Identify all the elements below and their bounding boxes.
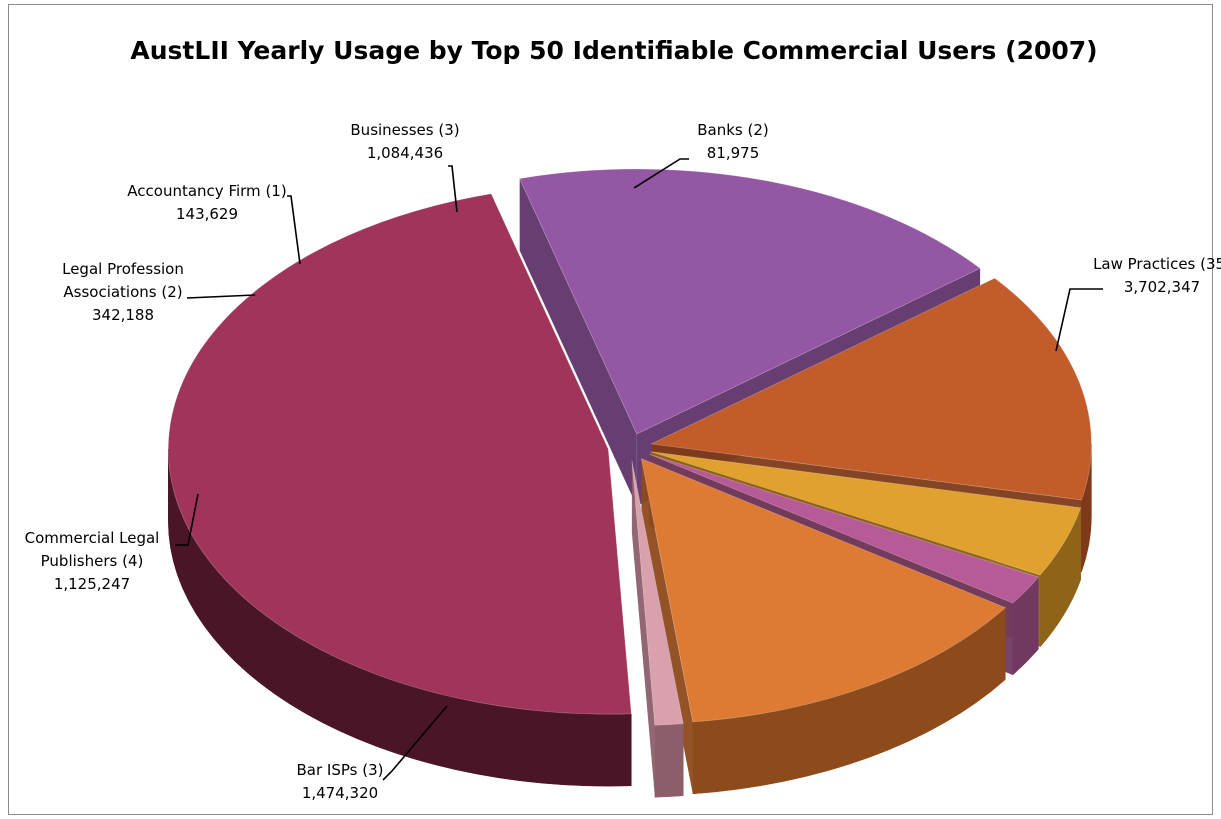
chart-title: AustLII Yearly Usage by Top 50 Identifia… [130,36,1097,65]
label-law-practices: Law Practices (35) 3,702,347 [1093,255,1221,296]
slice-name-label: Accountancy Firm (1) [127,182,286,200]
slice-banks [631,460,684,726]
slice-businesses [640,458,1007,723]
slice-value-label: 3,702,347 [1124,278,1200,296]
slice-name-label: Banks (2) [697,121,769,139]
slice-value-label: 143,629 [176,205,238,223]
label-accountancy-firm: Accountancy Firm (1) 143,629 [127,182,286,223]
slice-name-label: Businesses (3) [350,121,459,139]
slice-tops [167,168,1092,726]
slice-name-label: Law Practices (35) [1093,255,1221,273]
leader-line-law-practices [1055,288,1103,352]
label-bar-isps: Bar ISPs (3) 1,474,320 [297,761,384,802]
leader-line-bar-isps [382,705,448,781]
leader-line-banks [633,158,689,189]
slice-value-label: 81,975 [707,144,760,162]
slice-accountancy-firm [648,453,1040,604]
leader-line-commercial-legal-publishers [175,493,199,546]
slice-commercial-legal-publishers [650,277,1092,501]
slice-bar-isps [519,168,981,435]
slice-value-label: 342,188 [92,306,154,324]
slice-labels: Law Practices (35) 3,702,347 Bar ISPs (3) 1… [25,121,1221,802]
label-commercial-legal-publishers: Commercial Legal Publishers (4) 1,125,247 [25,529,160,593]
slice-name-label: Legal Profession Associations (2) [62,260,184,301]
slice-value-label: 1,125,247 [54,575,130,593]
slice-legal-profession-associations [650,451,1082,576]
label-banks: Banks (2) 81,975 [697,121,769,162]
label-businesses: Businesses (3) 1,084,436 [350,121,459,162]
slice-law-practices [167,193,632,715]
slice-name-label: Commercial Legal Publishers (4) [25,529,160,570]
slice-value-label: 1,084,436 [367,144,443,162]
leader-line-businesses [448,165,458,213]
slice-value-label: 1,474,320 [302,784,378,802]
leader-line-accountancy-firm [287,195,301,265]
leader-lines [175,158,1103,781]
slice-name-label: Bar ISPs (3) [297,761,384,779]
label-legal-profession-associations: Legal Profession Associations (2) 342,188 [62,260,184,324]
leader-line-legal-profession-associations [186,294,256,299]
